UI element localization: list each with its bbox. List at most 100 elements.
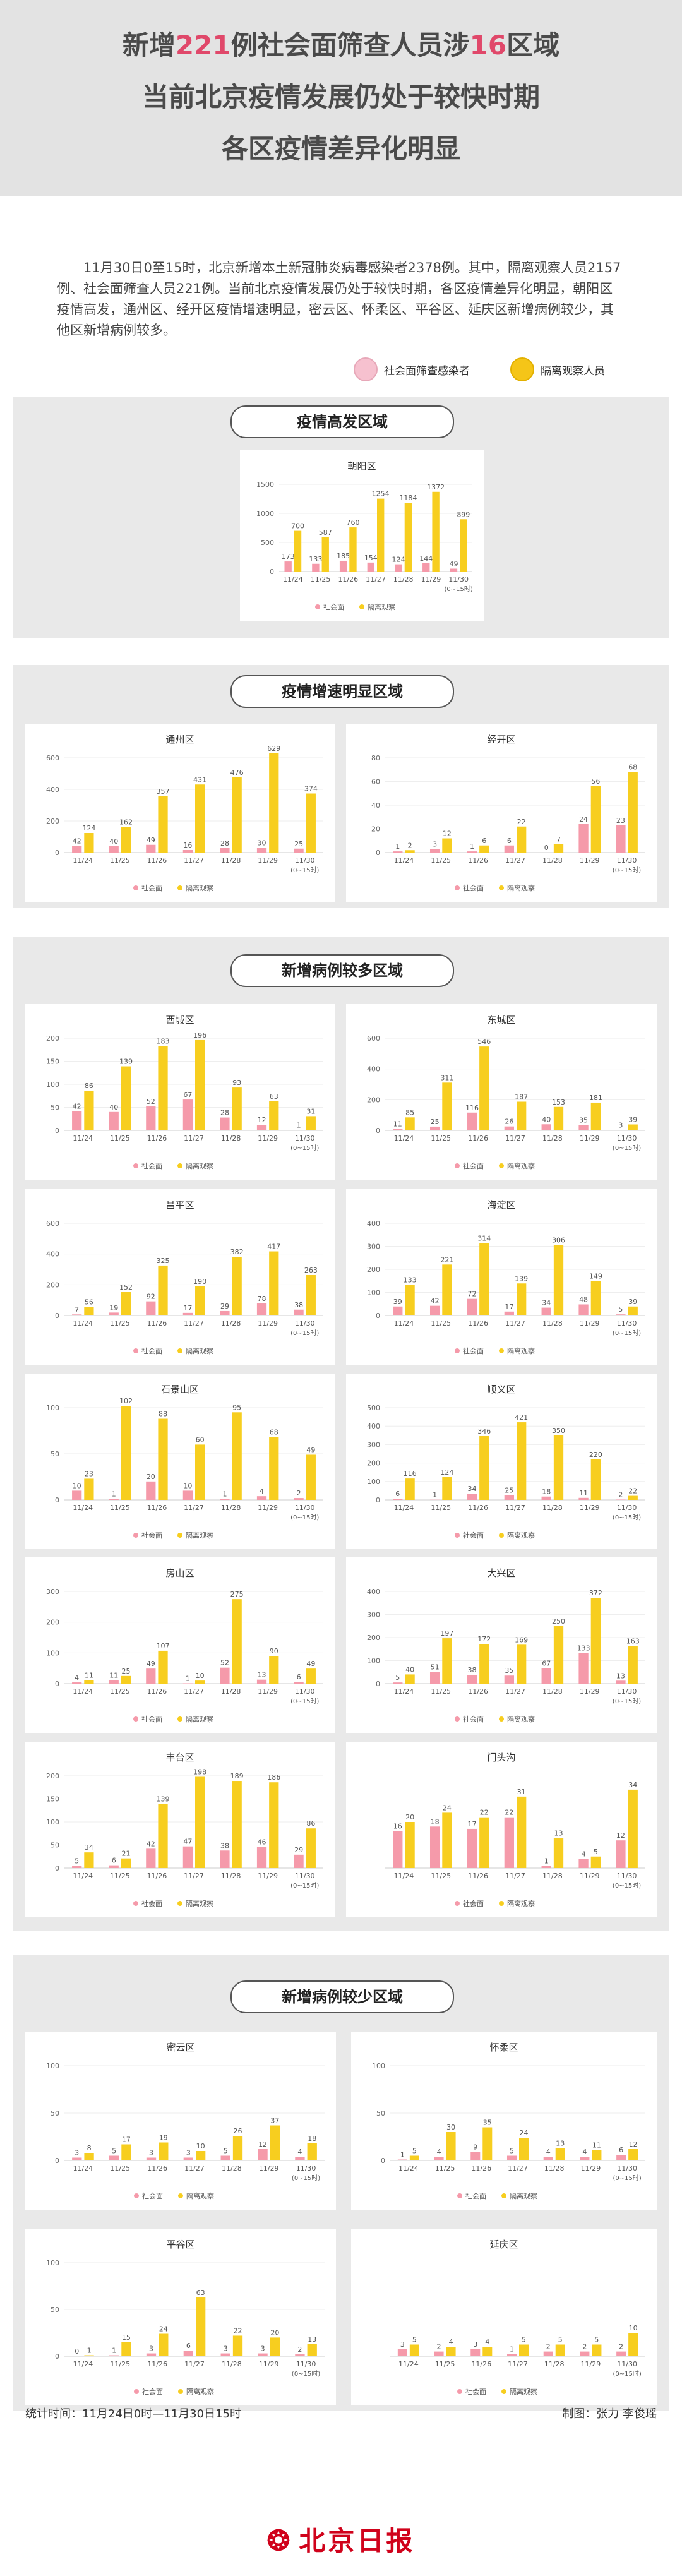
bar-isolated bbox=[482, 2347, 493, 2356]
x-tick-label: 11/30 bbox=[617, 2360, 637, 2368]
data-label-isolated: 5 bbox=[412, 2147, 417, 2155]
bar-social bbox=[541, 1668, 551, 1684]
x-tick-label: 11/30 bbox=[295, 1872, 315, 1880]
bar-social bbox=[109, 2155, 119, 2160]
chart-pinggu: 平谷区 0 50 100 0 1 11/24 1 15 11/25 3 24 11/26 6 63 11/27… bbox=[25, 2229, 336, 2405]
y-tick-label: 300 bbox=[46, 1588, 59, 1596]
x-tick-label: 11/24 bbox=[283, 575, 303, 584]
x-tick-note: (0~15时) bbox=[290, 1882, 319, 1890]
data-label-isolated: 306 bbox=[552, 1236, 565, 1244]
data-label-social: 6 bbox=[619, 2146, 623, 2154]
bar-social bbox=[429, 1305, 440, 1315]
legend-isolated-label: 隔离观察 bbox=[507, 1899, 535, 1908]
bar-isolated bbox=[121, 1066, 131, 1130]
bar-isolated bbox=[159, 2333, 169, 2356]
data-label-social: 13 bbox=[258, 1671, 266, 1679]
legend-isolated-label: 隔离观察 bbox=[507, 1346, 535, 1355]
chart-title: 大兴区 bbox=[487, 1567, 515, 1579]
bar-isolated bbox=[404, 503, 412, 572]
data-label-isolated: 22 bbox=[517, 818, 526, 826]
x-tick-label: 11/30 bbox=[617, 1319, 637, 1327]
data-label-isolated: 93 bbox=[232, 1079, 241, 1087]
data-label-social: 124 bbox=[392, 556, 405, 564]
y-tick-label: 100 bbox=[46, 1649, 59, 1657]
bar-isolated bbox=[269, 1437, 279, 1500]
bar-social bbox=[220, 1850, 230, 1868]
x-tick-label: 11/24 bbox=[73, 2360, 93, 2368]
x-tick-label: 11/30 bbox=[617, 2164, 637, 2172]
section-title-high: 疫情高发区域 bbox=[230, 405, 454, 438]
legend-social-label: 社会面 bbox=[142, 2191, 163, 2200]
x-tick-note: (0~15时) bbox=[613, 1329, 641, 1337]
y-tick-label: 150 bbox=[46, 1795, 59, 1804]
bar-social bbox=[506, 2155, 517, 2160]
y-tick-label: 50 bbox=[51, 1104, 59, 1112]
bar-isolated bbox=[628, 1124, 638, 1130]
chart-title: 平谷区 bbox=[166, 2239, 194, 2250]
intro-paragraph: 11月30日0至15时，北京新增本土新冠肺炎病毒感染者2378例。其中，隔离观察… bbox=[57, 260, 621, 338]
y-tick-label: 200 bbox=[367, 1459, 380, 1468]
y-tick-label: 600 bbox=[46, 754, 59, 762]
legend-social-dot bbox=[455, 1163, 460, 1168]
x-tick-label: 11/28 bbox=[542, 1872, 563, 1880]
y-tick-label: 200 bbox=[46, 1034, 59, 1043]
data-label-isolated: 139 bbox=[515, 1274, 528, 1283]
x-tick-label: 11/25 bbox=[110, 1687, 130, 1696]
legend-social-dot bbox=[134, 2193, 139, 2198]
legend-isolated-label: 隔离观察 bbox=[507, 884, 535, 892]
x-tick-label: 11/29 bbox=[258, 1687, 278, 1696]
chart-title: 通州区 bbox=[165, 734, 194, 745]
x-tick-label: 11/28 bbox=[221, 1134, 241, 1142]
y-tick-label: 200 bbox=[367, 1634, 380, 1642]
stat-time: 统计时间：11月24日0时—11月30日15时 bbox=[25, 2407, 241, 2421]
bar-isolated bbox=[306, 793, 316, 853]
legend-isolated-label: 隔离观察 bbox=[510, 2387, 537, 2396]
data-label-isolated: 372 bbox=[589, 1589, 602, 1597]
x-tick-label: 11/24 bbox=[398, 2164, 419, 2172]
bar-social bbox=[220, 1667, 230, 1684]
x-tick-label: 11/25 bbox=[110, 2360, 130, 2368]
headline-line-3: 各区疫情差异化明显 bbox=[221, 133, 460, 164]
bar-isolated bbox=[269, 753, 279, 853]
data-label-social: 35 bbox=[505, 1667, 513, 1675]
chart-title: 延庆区 bbox=[489, 2239, 518, 2250]
data-label-isolated: 476 bbox=[230, 769, 244, 777]
legend-isolated-dot bbox=[499, 1348, 504, 1353]
data-label-social: 185 bbox=[337, 552, 350, 560]
chart-title: 经开区 bbox=[487, 734, 515, 745]
x-tick-label: 11/29 bbox=[580, 1872, 600, 1880]
bar-isolated bbox=[307, 2143, 317, 2160]
data-label-social: 42 bbox=[73, 1102, 81, 1110]
data-label-isolated: 350 bbox=[552, 1427, 565, 1435]
data-label-isolated: 85 bbox=[405, 1108, 414, 1117]
bar-isolated bbox=[405, 1117, 415, 1130]
bar-social bbox=[256, 1303, 267, 1315]
legend-social-dot bbox=[455, 1901, 460, 1906]
y-tick-label: 50 bbox=[51, 1450, 59, 1458]
y-tick-label: 100 bbox=[367, 1289, 380, 1297]
bar-isolated bbox=[555, 2344, 565, 2356]
legend-social-dot bbox=[134, 2389, 139, 2394]
data-label-social: 67 bbox=[542, 1660, 551, 1668]
bar-isolated bbox=[553, 1435, 564, 1500]
y-tick-label: 100 bbox=[46, 2259, 59, 2267]
bar-social bbox=[312, 563, 320, 572]
bar-isolated bbox=[553, 1106, 564, 1130]
x-tick-note: (0~15时) bbox=[613, 1514, 641, 1521]
x-tick-label: 11/29 bbox=[580, 1319, 600, 1327]
data-label-social: 42 bbox=[431, 1297, 440, 1305]
data-label-isolated: 11 bbox=[85, 1672, 93, 1680]
bar-isolated bbox=[121, 1675, 131, 1684]
data-label-isolated: 325 bbox=[157, 1257, 170, 1265]
legend-isolated: 隔离观察人员 bbox=[510, 357, 605, 381]
y-tick-label: 0 bbox=[376, 849, 380, 857]
data-label-social: 3 bbox=[400, 2340, 405, 2349]
data-label-isolated: 68 bbox=[270, 1429, 278, 1437]
data-label-isolated: 431 bbox=[193, 776, 206, 784]
data-label-social: 3 bbox=[433, 840, 437, 848]
bar-isolated bbox=[553, 844, 564, 853]
bar-isolated bbox=[269, 1251, 279, 1315]
y-tick-label: 1000 bbox=[256, 510, 274, 518]
data-label-social: 3 bbox=[618, 1121, 623, 1129]
